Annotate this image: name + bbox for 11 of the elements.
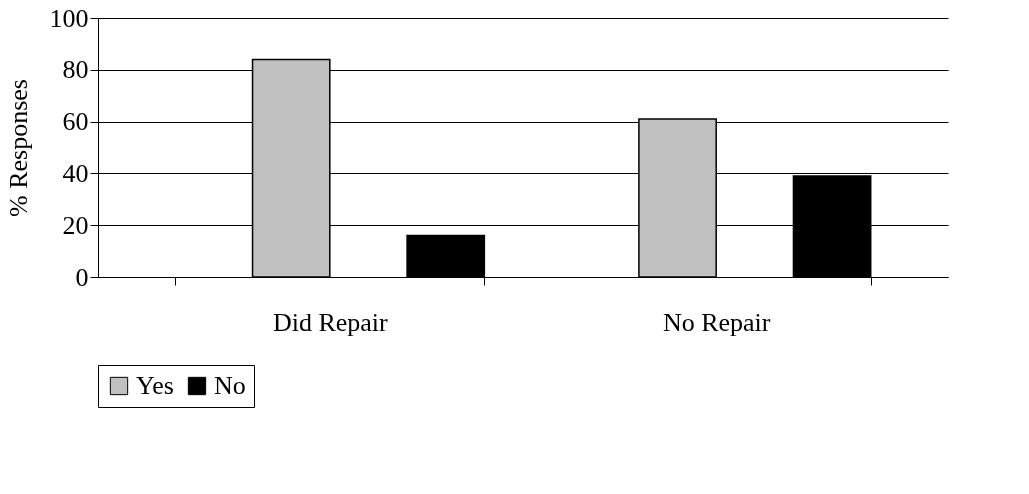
y-tick-label: 60 [62,107,89,137]
legend-label: No [214,371,246,400]
x-tick-label: No Repair [662,307,771,337]
x-tick-label: Did Repair [272,307,389,337]
y-tick-label: 20 [62,210,89,240]
y-tick-label: 80 [62,55,89,85]
y-tick-label: 0 [75,262,89,292]
y-tick-label: 40 [62,158,89,188]
y-tick-label: 100 [49,3,89,33]
legend-label: Yes [136,371,174,400]
y-axis-title: % Responses [3,79,33,217]
